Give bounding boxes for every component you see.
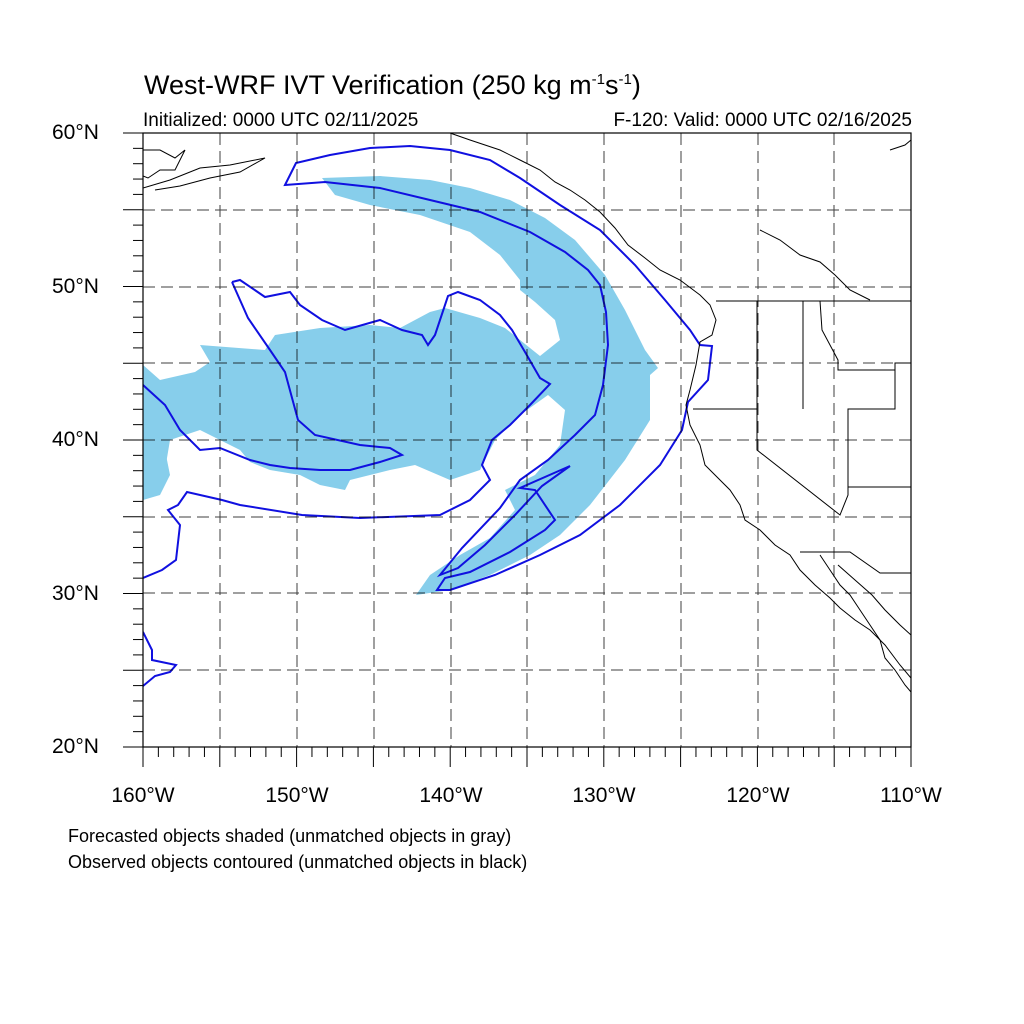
alaska-peninsula xyxy=(143,157,266,191)
us-states xyxy=(693,300,911,574)
forecast-object-main xyxy=(143,176,658,595)
forecast-object-west xyxy=(143,450,170,500)
observed-object-cyclone xyxy=(143,278,552,579)
lon-label-110w: 110°W xyxy=(880,784,942,807)
baja-coast xyxy=(819,554,911,693)
lat-label-60: 60°N xyxy=(52,121,99,144)
lat-label-40: 40°N xyxy=(52,428,99,451)
map-title: West-WRF IVT Verification (250 kg m-1s-1… xyxy=(144,70,641,100)
valid-time-label: F-120: Valid: 0000 UTC 02/16/2025 xyxy=(613,110,912,131)
lon-label-130w: 130°W xyxy=(572,784,636,807)
bc-inland xyxy=(759,139,911,301)
alaska-coast xyxy=(143,149,186,179)
axis-ticks xyxy=(123,132,912,767)
coastlines xyxy=(143,133,911,693)
gulf-of-alaska-coast xyxy=(449,133,911,679)
lon-label-120w: 120°W xyxy=(726,784,790,807)
lon-label-140w: 140°W xyxy=(419,784,483,807)
observed-object-inner-loop xyxy=(143,281,405,471)
lon-label-150w: 150°W xyxy=(265,784,329,807)
lat-label-50: 50°N xyxy=(52,275,99,298)
lon-label-160w: 160°W xyxy=(111,784,175,807)
note-observed: Observed objects contoured (unmatched ob… xyxy=(68,852,528,872)
observed-object-southwest xyxy=(143,631,178,687)
note-forecast: Forecasted objects shaded (unmatched obj… xyxy=(68,826,512,846)
lat-label-20: 20°N xyxy=(52,735,99,758)
baja-gulf-coast xyxy=(837,564,911,636)
lat-label-30: 30°N xyxy=(52,582,99,605)
initialized-label: Initialized: 0000 UTC 02/11/2025 xyxy=(143,110,419,131)
gridlines xyxy=(143,133,911,747)
forecast-objects xyxy=(143,176,658,595)
